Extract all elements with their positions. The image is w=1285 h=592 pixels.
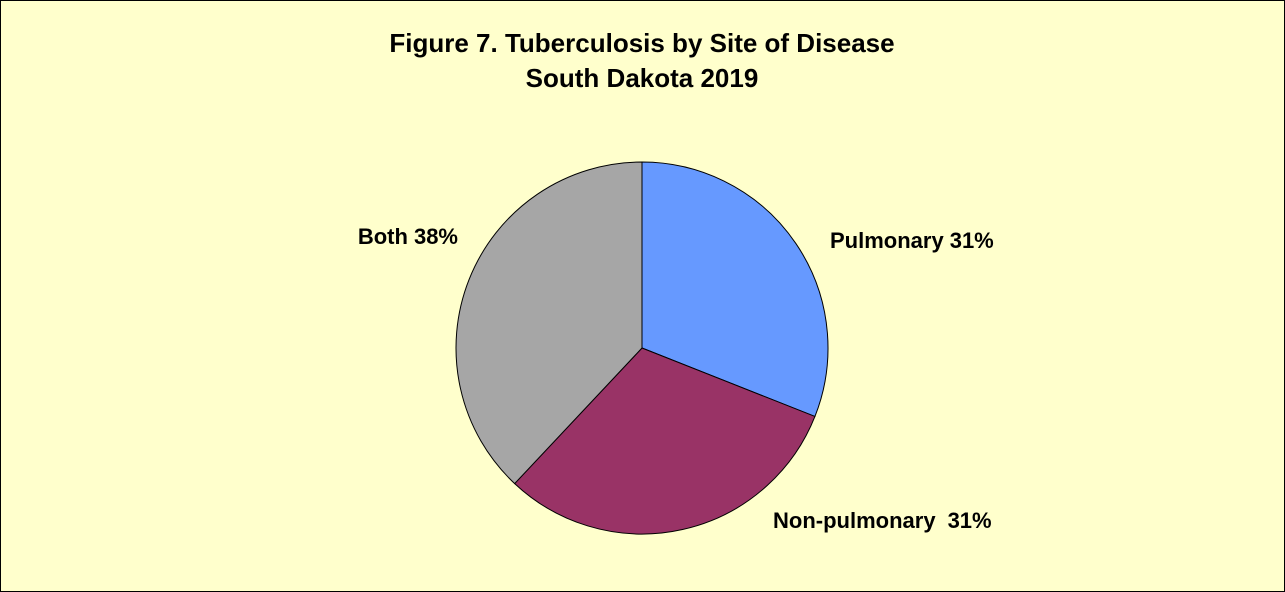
chart-title: Figure 7. Tuberculosis by Site of Diseas…	[389, 28, 894, 58]
slice-value-label: 31%	[948, 508, 992, 533]
slice-label: Both 38%	[358, 224, 458, 249]
slice-category: Pulmonary	[830, 228, 944, 253]
slice-value-label: 38%	[414, 224, 458, 249]
pie-slice	[513, 347, 816, 535]
pie-slice	[455, 161, 643, 485]
slice-category: Non-pulmonary	[773, 508, 936, 533]
slice-value-label: 31%	[950, 228, 994, 253]
chart-subtitle: South Dakota 2019	[526, 63, 759, 93]
pie-slice	[641, 161, 829, 418]
slice-category: Both	[358, 224, 408, 249]
slice-label: Pulmonary 31%	[830, 228, 994, 253]
slice-label: Non-pulmonary 31%	[773, 508, 992, 533]
